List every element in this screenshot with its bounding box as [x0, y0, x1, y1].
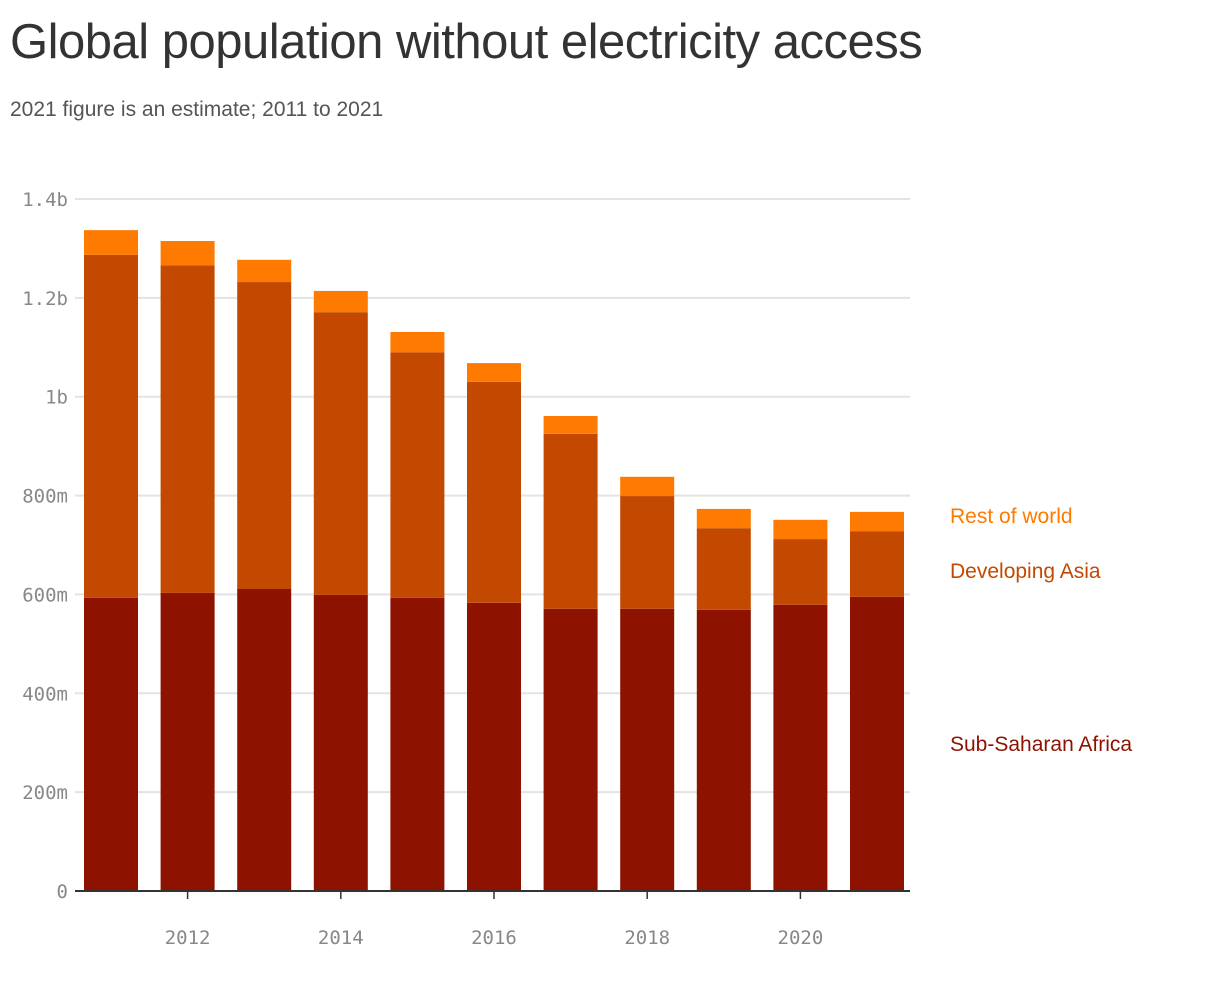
x-tick-label: 2018	[624, 927, 670, 949]
bar-developing-asia-2018	[620, 496, 675, 609]
x-tick-label: 2016	[471, 927, 517, 949]
bar-rest-of-world-2021	[850, 511, 904, 532]
bar-rest-of-world-2012	[160, 241, 215, 266]
bar-rest-of-world-2018	[620, 476, 675, 497]
legend-label: Rest of world	[950, 505, 1073, 528]
y-tick-label: 0	[57, 881, 68, 903]
bar-rest-of-world-2013	[237, 259, 292, 283]
y-tick-label: 1.2b	[22, 288, 68, 310]
legend-label: Sub-Saharan Africa	[950, 733, 1132, 756]
bar-developing-asia-2011	[84, 254, 138, 598]
bar-sub-saharan-africa-2020	[773, 604, 828, 891]
bar-developing-asia-2020	[773, 539, 828, 605]
bar-developing-asia-2019	[696, 528, 751, 610]
bar-rest-of-world-2015	[390, 331, 445, 353]
chart-title: Global population without electricity ac…	[10, 15, 923, 69]
bar-rest-of-world-2019	[696, 508, 751, 529]
bar-sub-saharan-africa-2021	[850, 596, 904, 891]
bar-developing-asia-2013	[237, 282, 292, 589]
y-tick-label: 800m	[22, 486, 68, 508]
y-tick-label: 200m	[22, 782, 68, 804]
bar-rest-of-world-2016	[467, 363, 521, 382]
bar-developing-asia-2015	[390, 352, 445, 598]
bar-sub-saharan-africa-2013	[237, 588, 292, 891]
bar-developing-asia-2016	[467, 381, 521, 603]
bar-developing-asia-2014	[313, 312, 368, 595]
bar-rest-of-world-2020	[773, 519, 828, 540]
legend-label: Developing Asia	[950, 560, 1101, 583]
x-tick-label: 2014	[318, 927, 364, 949]
bar-rest-of-world-2014	[313, 290, 368, 313]
bar-sub-saharan-africa-2017	[543, 608, 598, 891]
bar-sub-saharan-africa-2012	[160, 592, 215, 891]
bar-developing-asia-2021	[850, 531, 904, 597]
bar-sub-saharan-africa-2019	[696, 609, 751, 891]
bar-sub-saharan-africa-2011	[84, 597, 138, 891]
y-tick-label: 1b	[45, 387, 68, 409]
bar-sub-saharan-africa-2014	[313, 594, 368, 891]
bar-rest-of-world-2011	[84, 230, 138, 255]
bar-developing-asia-2017	[543, 433, 598, 609]
x-tick-label: 2020	[778, 927, 824, 949]
chart-subtitle: 2021 figure is an estimate; 2011 to 2021	[10, 98, 384, 121]
x-tick-label: 2012	[165, 927, 211, 949]
bar-sub-saharan-africa-2018	[620, 608, 675, 891]
bar-rest-of-world-2017	[543, 415, 598, 434]
y-tick-label: 600m	[22, 584, 68, 606]
y-tick-label: 1.4b	[22, 189, 68, 211]
bar-sub-saharan-africa-2016	[467, 602, 521, 891]
bar-developing-asia-2012	[160, 265, 215, 593]
bar-sub-saharan-africa-2015	[390, 597, 445, 891]
y-tick-label: 400m	[22, 683, 68, 705]
